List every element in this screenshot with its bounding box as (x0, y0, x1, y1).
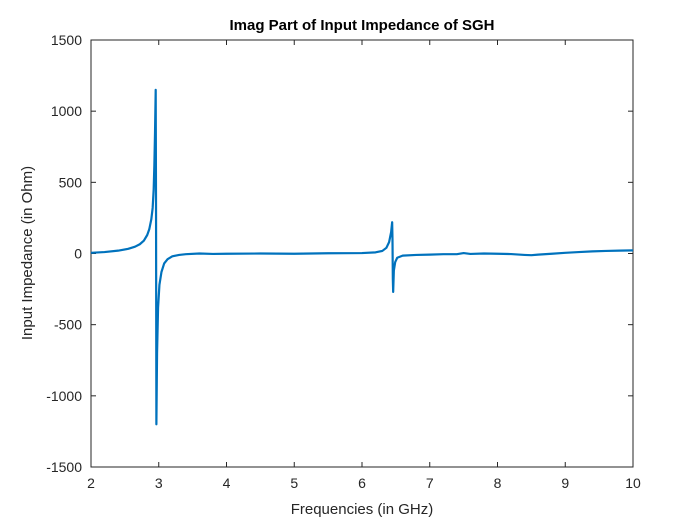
x-tick-label: 2 (87, 475, 95, 491)
x-tick-label: 6 (358, 475, 366, 491)
x-tick-label: 9 (561, 475, 569, 491)
y-tick-label: 500 (59, 174, 83, 190)
y-tick-label: -1000 (46, 388, 82, 404)
y-tick-label: 1500 (51, 32, 82, 48)
x-axis-title: Frequencies (in GHz) (291, 501, 434, 518)
y-axis-title: Input Impedance (in Ohm) (19, 166, 36, 340)
y-tick-label: -500 (54, 317, 82, 333)
x-tick-label: 10 (625, 475, 641, 491)
y-tick-label: -1500 (46, 459, 82, 475)
y-axis: 1500 1000 500 0 -500 -1000 -1500 (46, 32, 633, 475)
chart-title: Imag Part of Input Impedance of SGH (229, 17, 494, 34)
x-tick-label: 5 (290, 475, 298, 491)
x-tick-label: 7 (426, 475, 434, 491)
y-tick-label: 1000 (51, 103, 82, 119)
x-tick-label: 3 (155, 475, 163, 491)
impedance-line (90, 88, 634, 426)
y-tick-label: 0 (74, 246, 82, 262)
x-tick-label: 8 (494, 475, 502, 491)
x-tick-label: 4 (223, 475, 231, 491)
x-axis: 2 3 4 5 6 7 8 9 10 (87, 40, 641, 491)
